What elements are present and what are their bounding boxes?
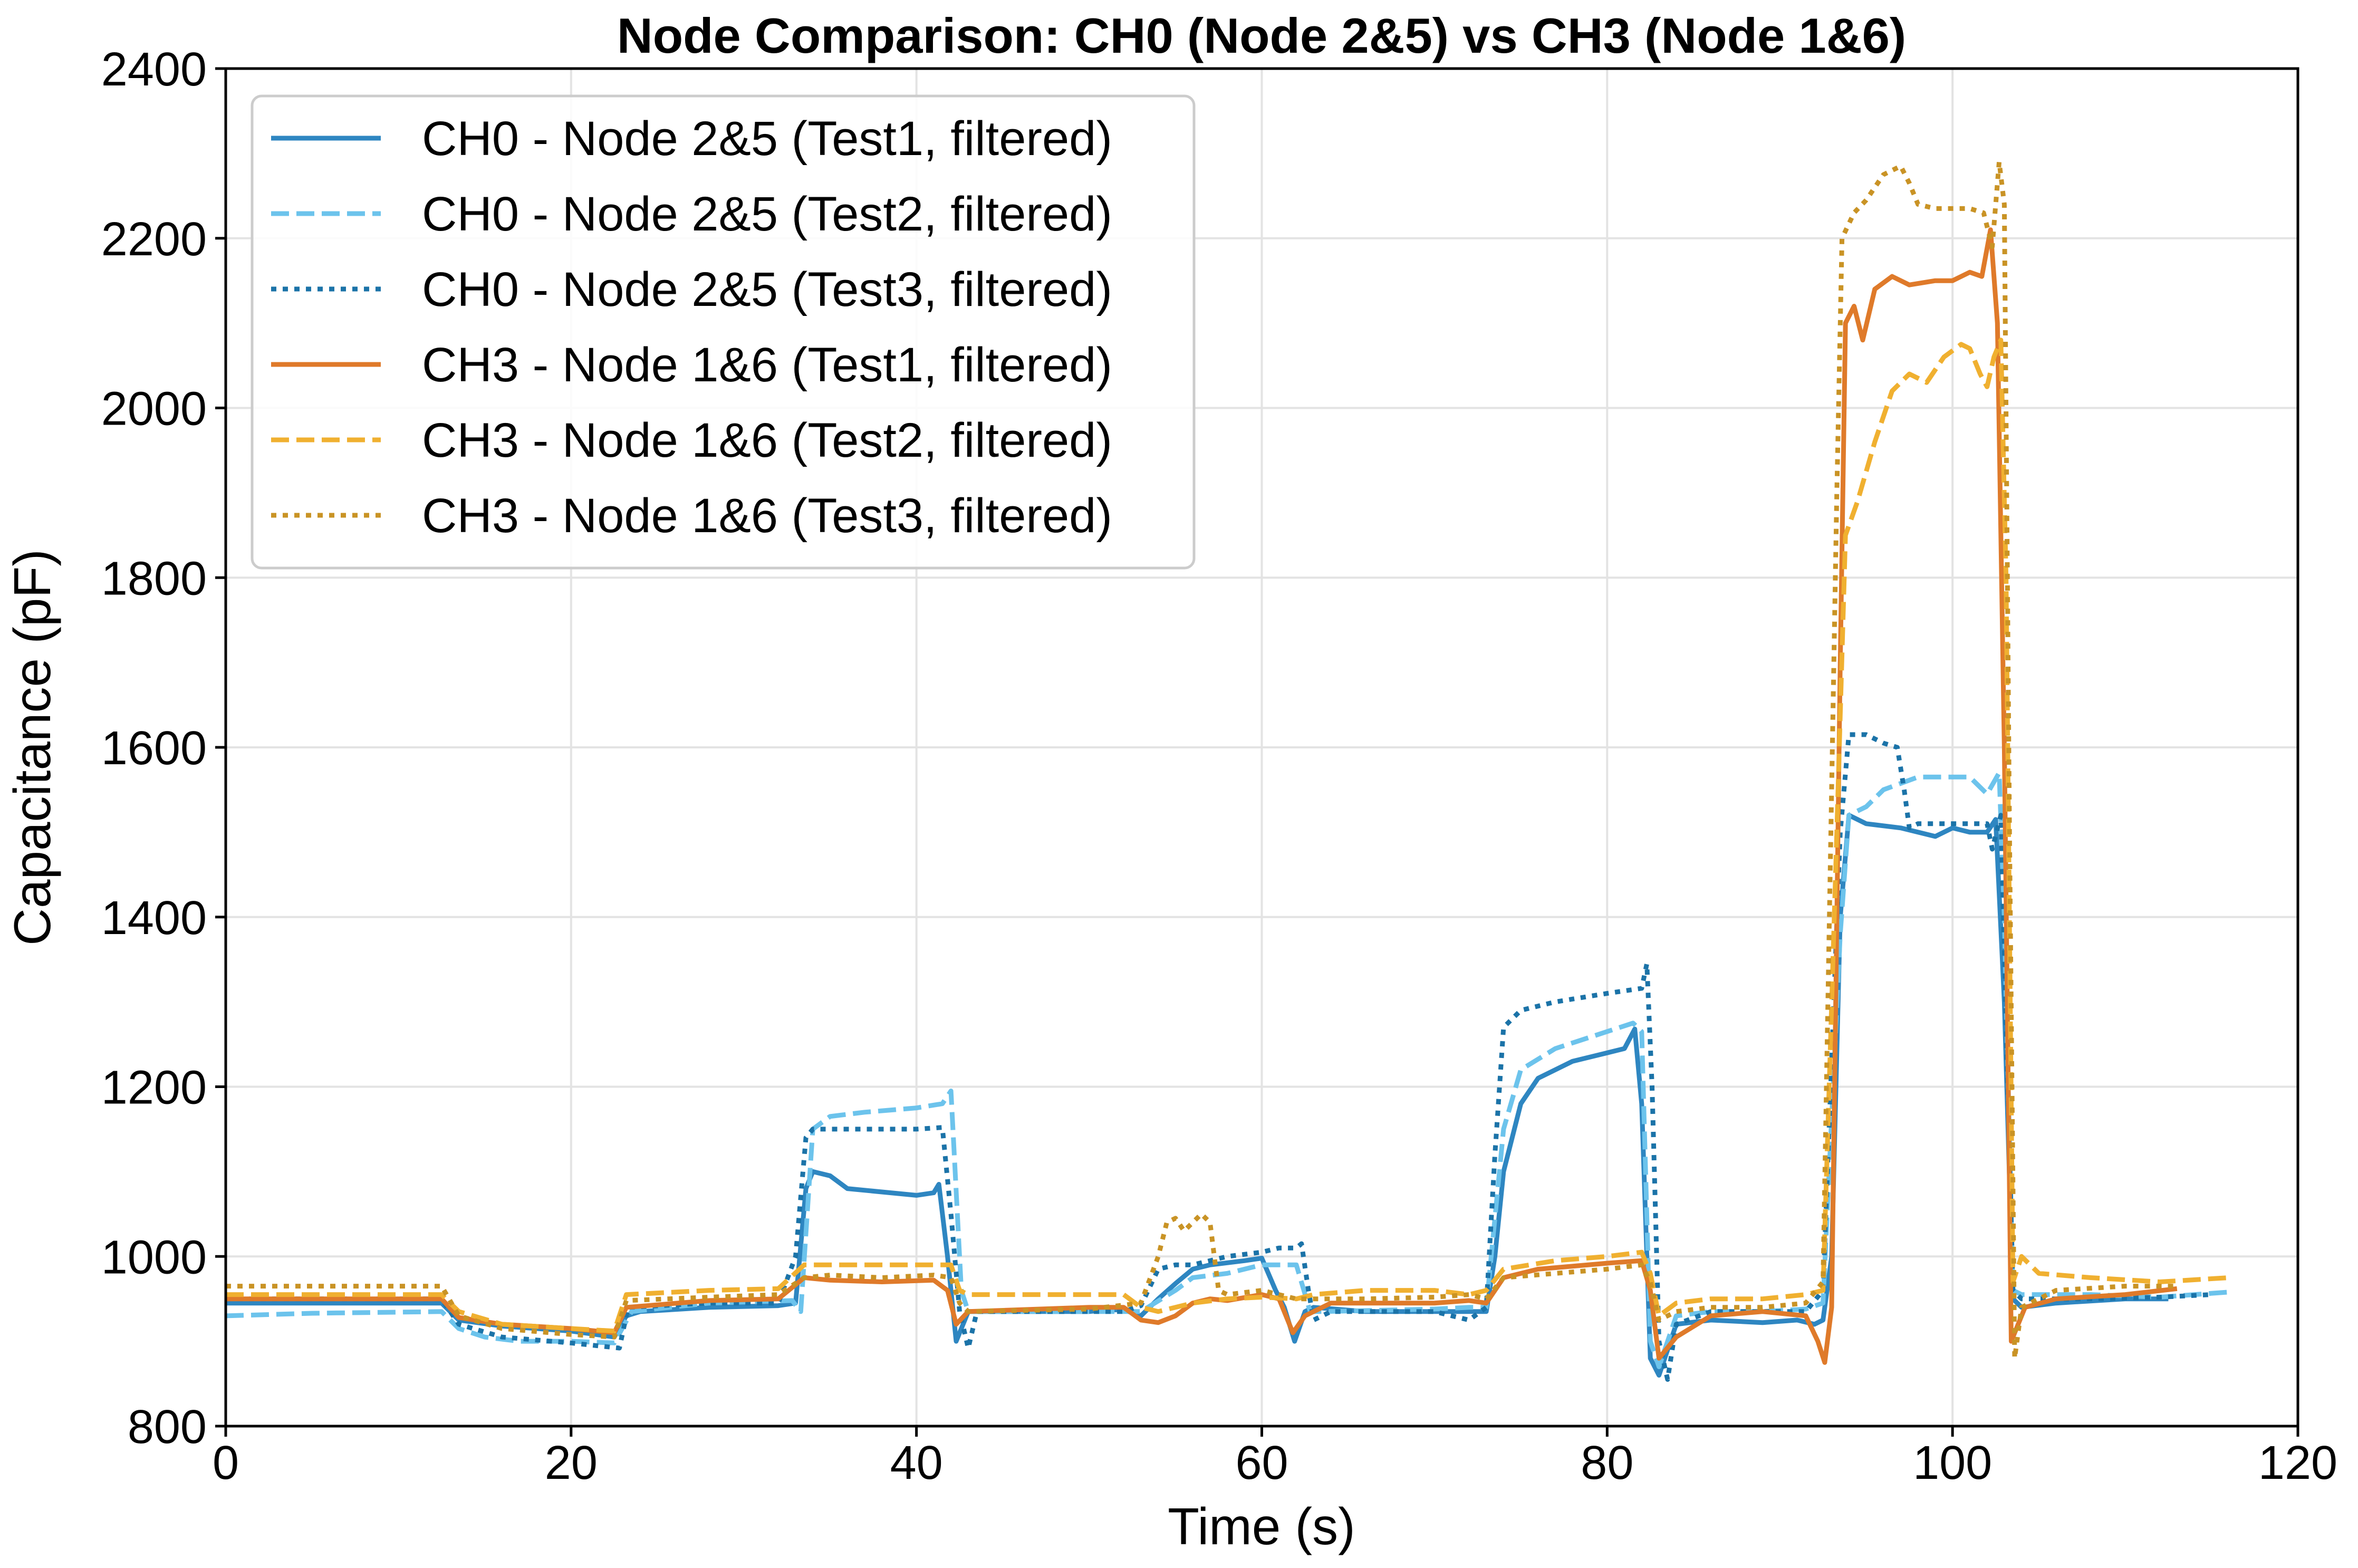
legend-entry-label: CH0 - Node 2&5 (Test2, filtered): [422, 187, 1112, 241]
y-axis: 800 1000 1200 1400 1600 1800 2000 2200 2400: [101, 43, 226, 1454]
y-tick-label: 1000: [101, 1231, 207, 1284]
x-tick-label: 0: [213, 1437, 239, 1489]
legend: CH0 - Node 2&5 (Test1, filtered) CH0 - No…: [251, 94, 1196, 570]
legend-entry-label: CH3 - Node 1&6 (Test3, filtered): [422, 489, 1112, 543]
y-axis-label: Capacitance (pF): [3, 549, 61, 946]
chart-title: Node Comparison: CH0 (Node 2&5) vs CH3 (…: [617, 8, 1906, 63]
series-layer: [226, 159, 2229, 1382]
x-axis: 0 20 40 60 80 100 120: [213, 1426, 2337, 1489]
y-tick-label: 1400: [101, 892, 207, 945]
x-tick-label: 80: [1581, 1437, 1633, 1489]
x-axis-label: Time (s): [1168, 1497, 1355, 1555]
x-tick-label: 120: [2258, 1437, 2337, 1489]
y-tick-label: 1200: [101, 1062, 207, 1114]
legend-entry-label: CH0 - Node 2&5 (Test3, filtered): [422, 263, 1112, 316]
series-line-5: [226, 338, 2229, 1334]
x-tick-label: 100: [1913, 1437, 1992, 1489]
x-tick-label: 40: [890, 1437, 943, 1489]
legend-entry-label: CH3 - Node 1&6 (Test2, filtered): [422, 413, 1112, 467]
y-tick-label: 1800: [101, 552, 207, 605]
legend-entry-label: CH0 - Node 2&5 (Test1, filtered): [422, 112, 1112, 166]
series-line-6: [226, 159, 2177, 1361]
y-tick-label: 2400: [101, 43, 207, 96]
y-tick-label: 2000: [101, 383, 207, 436]
x-tick-label: 20: [545, 1437, 598, 1489]
legend-box: [251, 94, 1196, 570]
legend-entry-label: CH3 - Node 1&6 (Test1, filtered): [422, 338, 1112, 392]
y-tick-label: 800: [128, 1401, 207, 1454]
y-tick-label: 2200: [101, 213, 207, 266]
y-tick-label: 1600: [101, 722, 207, 775]
x-tick-label: 60: [1235, 1437, 1288, 1489]
